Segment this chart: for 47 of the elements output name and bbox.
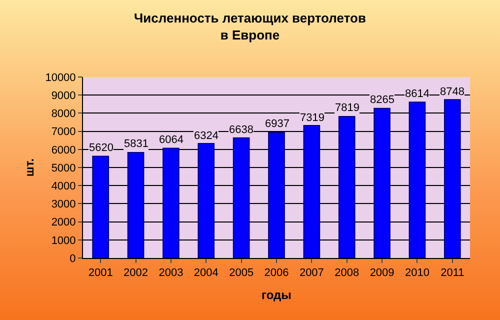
x-tick-label: 2005	[229, 267, 254, 280]
y-tick-label: 7000	[51, 126, 76, 138]
y-tick-label: 10000	[45, 72, 76, 84]
x-axis-title: годы	[262, 288, 292, 302]
y-tick-label: 8000	[51, 108, 76, 120]
x-tick-label: 2010	[404, 267, 430, 280]
data-label: 6324	[194, 130, 218, 142]
bar	[444, 99, 461, 258]
y-tick-label: 6000	[51, 144, 76, 156]
data-label: 8265	[370, 94, 394, 106]
data-label: 6937	[265, 118, 290, 130]
bar	[338, 116, 356, 258]
data-label: 5831	[124, 138, 148, 150]
x-tick-label: 2008	[334, 267, 360, 280]
data-label: 8748	[440, 86, 464, 98]
x-tick-label: 2003	[158, 267, 184, 280]
y-tick-label: 3000	[51, 198, 76, 211]
data-label: 5620	[89, 142, 114, 154]
data-label: 7819	[335, 102, 360, 114]
bar	[127, 152, 144, 258]
y-tick-label: 5000	[51, 162, 76, 174]
bar	[268, 132, 285, 258]
bar	[92, 156, 110, 258]
chart-title: Численность летающих вертолетов в Европе	[134, 10, 366, 42]
y-tick-label: 9000	[51, 90, 76, 102]
data-label: 6064	[159, 134, 184, 146]
x-tick-label: 2006	[264, 267, 289, 280]
x-tick-label: 2007	[299, 267, 324, 280]
bar	[232, 137, 250, 258]
x-tick-label: 2004	[194, 267, 218, 280]
bar	[198, 143, 215, 258]
y-tick-label: 4000	[51, 180, 76, 192]
bar	[303, 125, 320, 258]
bar	[374, 108, 390, 258]
bar	[408, 102, 426, 258]
data-label: 8614	[405, 88, 430, 100]
y-tick-label: 0	[70, 252, 76, 265]
x-tick-label: 2001	[88, 267, 113, 280]
x-tick-label: 2011	[440, 267, 464, 280]
data-label: 7319	[300, 112, 324, 124]
bar	[162, 148, 180, 258]
y-tick-label: 2000	[51, 216, 76, 229]
data-label: 6638	[229, 124, 254, 136]
x-tick-label: 2009	[370, 267, 394, 280]
y-axis-title: шт.	[22, 158, 37, 177]
x-tick-label: 2002	[124, 267, 148, 280]
y-tick-label: 1000	[51, 234, 76, 247]
